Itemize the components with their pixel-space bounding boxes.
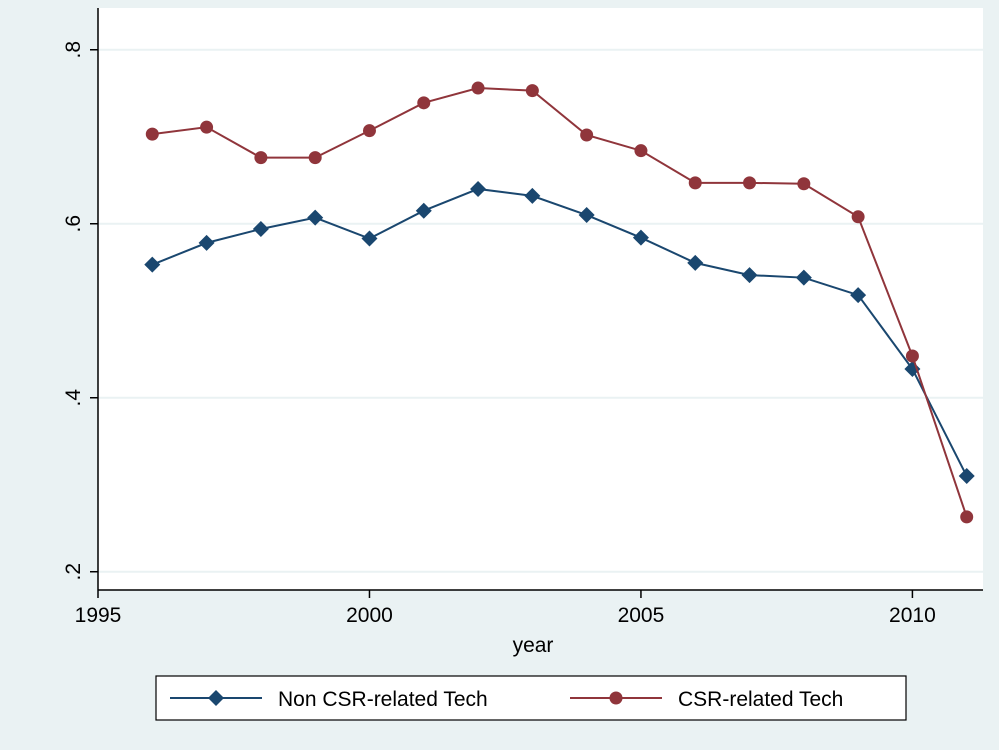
marker bbox=[200, 120, 214, 134]
marker bbox=[958, 468, 975, 485]
marker bbox=[415, 202, 432, 219]
marker bbox=[198, 234, 215, 251]
marker bbox=[254, 151, 268, 165]
marker bbox=[208, 690, 224, 706]
marker bbox=[578, 207, 595, 224]
marker bbox=[797, 177, 811, 191]
marker bbox=[687, 254, 704, 271]
series-line bbox=[152, 87, 968, 518]
legend-label: CSR-related Tech bbox=[678, 688, 843, 711]
y-tick-label: .4 bbox=[62, 389, 85, 407]
marker bbox=[524, 187, 541, 204]
marker bbox=[525, 84, 539, 98]
marker bbox=[362, 124, 376, 138]
marker bbox=[470, 180, 487, 197]
marker bbox=[850, 287, 867, 304]
marker bbox=[741, 267, 758, 284]
marker bbox=[688, 176, 702, 190]
x-tick-label: 2010 bbox=[889, 604, 936, 627]
marker bbox=[634, 144, 648, 158]
legend-box bbox=[155, 675, 907, 721]
marker bbox=[417, 96, 431, 110]
x-tick-label: 2000 bbox=[346, 604, 393, 627]
x-axis-label: year bbox=[513, 634, 554, 657]
marker bbox=[252, 220, 269, 237]
marker bbox=[307, 209, 324, 226]
y-tick-label: .8 bbox=[62, 41, 85, 59]
marker bbox=[960, 510, 974, 524]
y-tick-label: .2 bbox=[62, 563, 85, 581]
marker bbox=[632, 229, 649, 246]
marker bbox=[361, 230, 378, 247]
marker bbox=[795, 269, 812, 286]
marker bbox=[905, 349, 919, 363]
y-tick-label: .6 bbox=[62, 215, 85, 233]
marker bbox=[580, 128, 594, 142]
marker bbox=[851, 210, 865, 224]
plot-region bbox=[98, 8, 983, 590]
x-tick-label: 2005 bbox=[618, 604, 665, 627]
marker bbox=[145, 127, 159, 141]
marker bbox=[308, 151, 322, 165]
marker bbox=[471, 81, 485, 95]
series-line bbox=[151, 187, 968, 477]
marker bbox=[609, 691, 623, 705]
x-tick-label: 1995 bbox=[75, 604, 122, 627]
marker bbox=[144, 256, 161, 273]
legend-label: Non CSR-related Tech bbox=[278, 688, 488, 711]
marker bbox=[743, 176, 757, 190]
